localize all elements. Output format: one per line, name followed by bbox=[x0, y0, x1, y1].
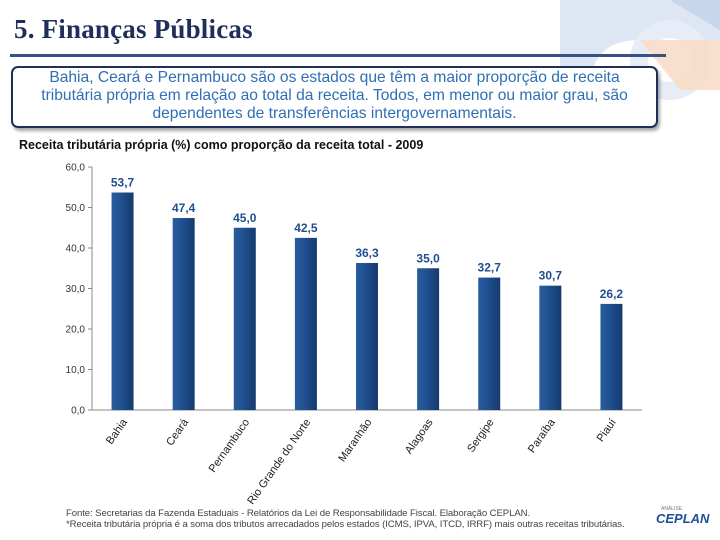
y-tick-label: 30,0 bbox=[66, 284, 86, 295]
value-label: 32,7 bbox=[478, 261, 502, 275]
value-label: 30,7 bbox=[539, 269, 563, 283]
y-tick-label: 50,0 bbox=[66, 203, 86, 214]
y-tick-label: 20,0 bbox=[66, 325, 86, 336]
value-label: 26,2 bbox=[600, 287, 624, 301]
bar-piauí bbox=[600, 303, 623, 410]
title-divider bbox=[10, 54, 666, 57]
x-tick-label: Sergipe bbox=[465, 417, 497, 455]
x-tick-label: Maranhão bbox=[336, 417, 374, 464]
bar-maranhão bbox=[356, 262, 378, 410]
decorative-logo-shapes bbox=[560, 0, 720, 120]
x-tick-label: Bahia bbox=[104, 416, 130, 447]
bar-rio-grande-do-norte bbox=[294, 237, 317, 410]
chart-title: Receita tributária própria (%) como prop… bbox=[19, 138, 424, 152]
ceplan-logo: CEPLAN bbox=[656, 511, 710, 526]
callout-text: Bahia, Ceará e Pernambuco são os estados… bbox=[41, 69, 628, 122]
bar-pernambuco bbox=[233, 227, 256, 410]
chart-footer: Fonte: Secretarias da Fazenda Estaduais … bbox=[66, 508, 625, 530]
y-tick-label: 60,0 bbox=[66, 163, 86, 174]
brand-tagline: ANÁLISE bbox=[661, 506, 683, 512]
source-note: Fonte: Secretarias da Fazenda Estaduais … bbox=[66, 508, 531, 519]
definition-note: *Receita tributária própria é a soma dos… bbox=[66, 519, 625, 530]
x-tick-label: Piauí bbox=[595, 417, 619, 444]
bar-alagoas bbox=[417, 268, 440, 410]
bar-ceará bbox=[172, 218, 195, 410]
x-tick-label: Ceará bbox=[164, 416, 192, 448]
page-title: 5. Finanças Públicas bbox=[14, 14, 253, 44]
value-label: 53,7 bbox=[111, 176, 135, 190]
value-label: 42,5 bbox=[294, 221, 318, 235]
value-label: 36,3 bbox=[355, 246, 379, 260]
value-label: 45,0 bbox=[233, 211, 257, 225]
bar-bahia bbox=[111, 192, 134, 410]
y-tick-label: 10,0 bbox=[66, 365, 86, 376]
x-tick-label: Alagoas bbox=[403, 416, 436, 456]
bar-sergipe bbox=[478, 277, 501, 410]
x-tick-label: Paraíba bbox=[526, 416, 558, 455]
callout-box: Bahia, Ceará e Pernambuco são os estados… bbox=[11, 66, 658, 128]
x-tick-label: Pernambuco bbox=[207, 417, 253, 475]
y-tick-label: 0,0 bbox=[71, 406, 85, 417]
y-tick-label: 40,0 bbox=[66, 244, 86, 255]
value-label: 47,4 bbox=[172, 201, 196, 215]
value-label: 35,0 bbox=[416, 251, 440, 265]
x-tick-label: Rio Grande do Norte bbox=[245, 417, 313, 507]
bar-paraíba bbox=[539, 285, 562, 410]
